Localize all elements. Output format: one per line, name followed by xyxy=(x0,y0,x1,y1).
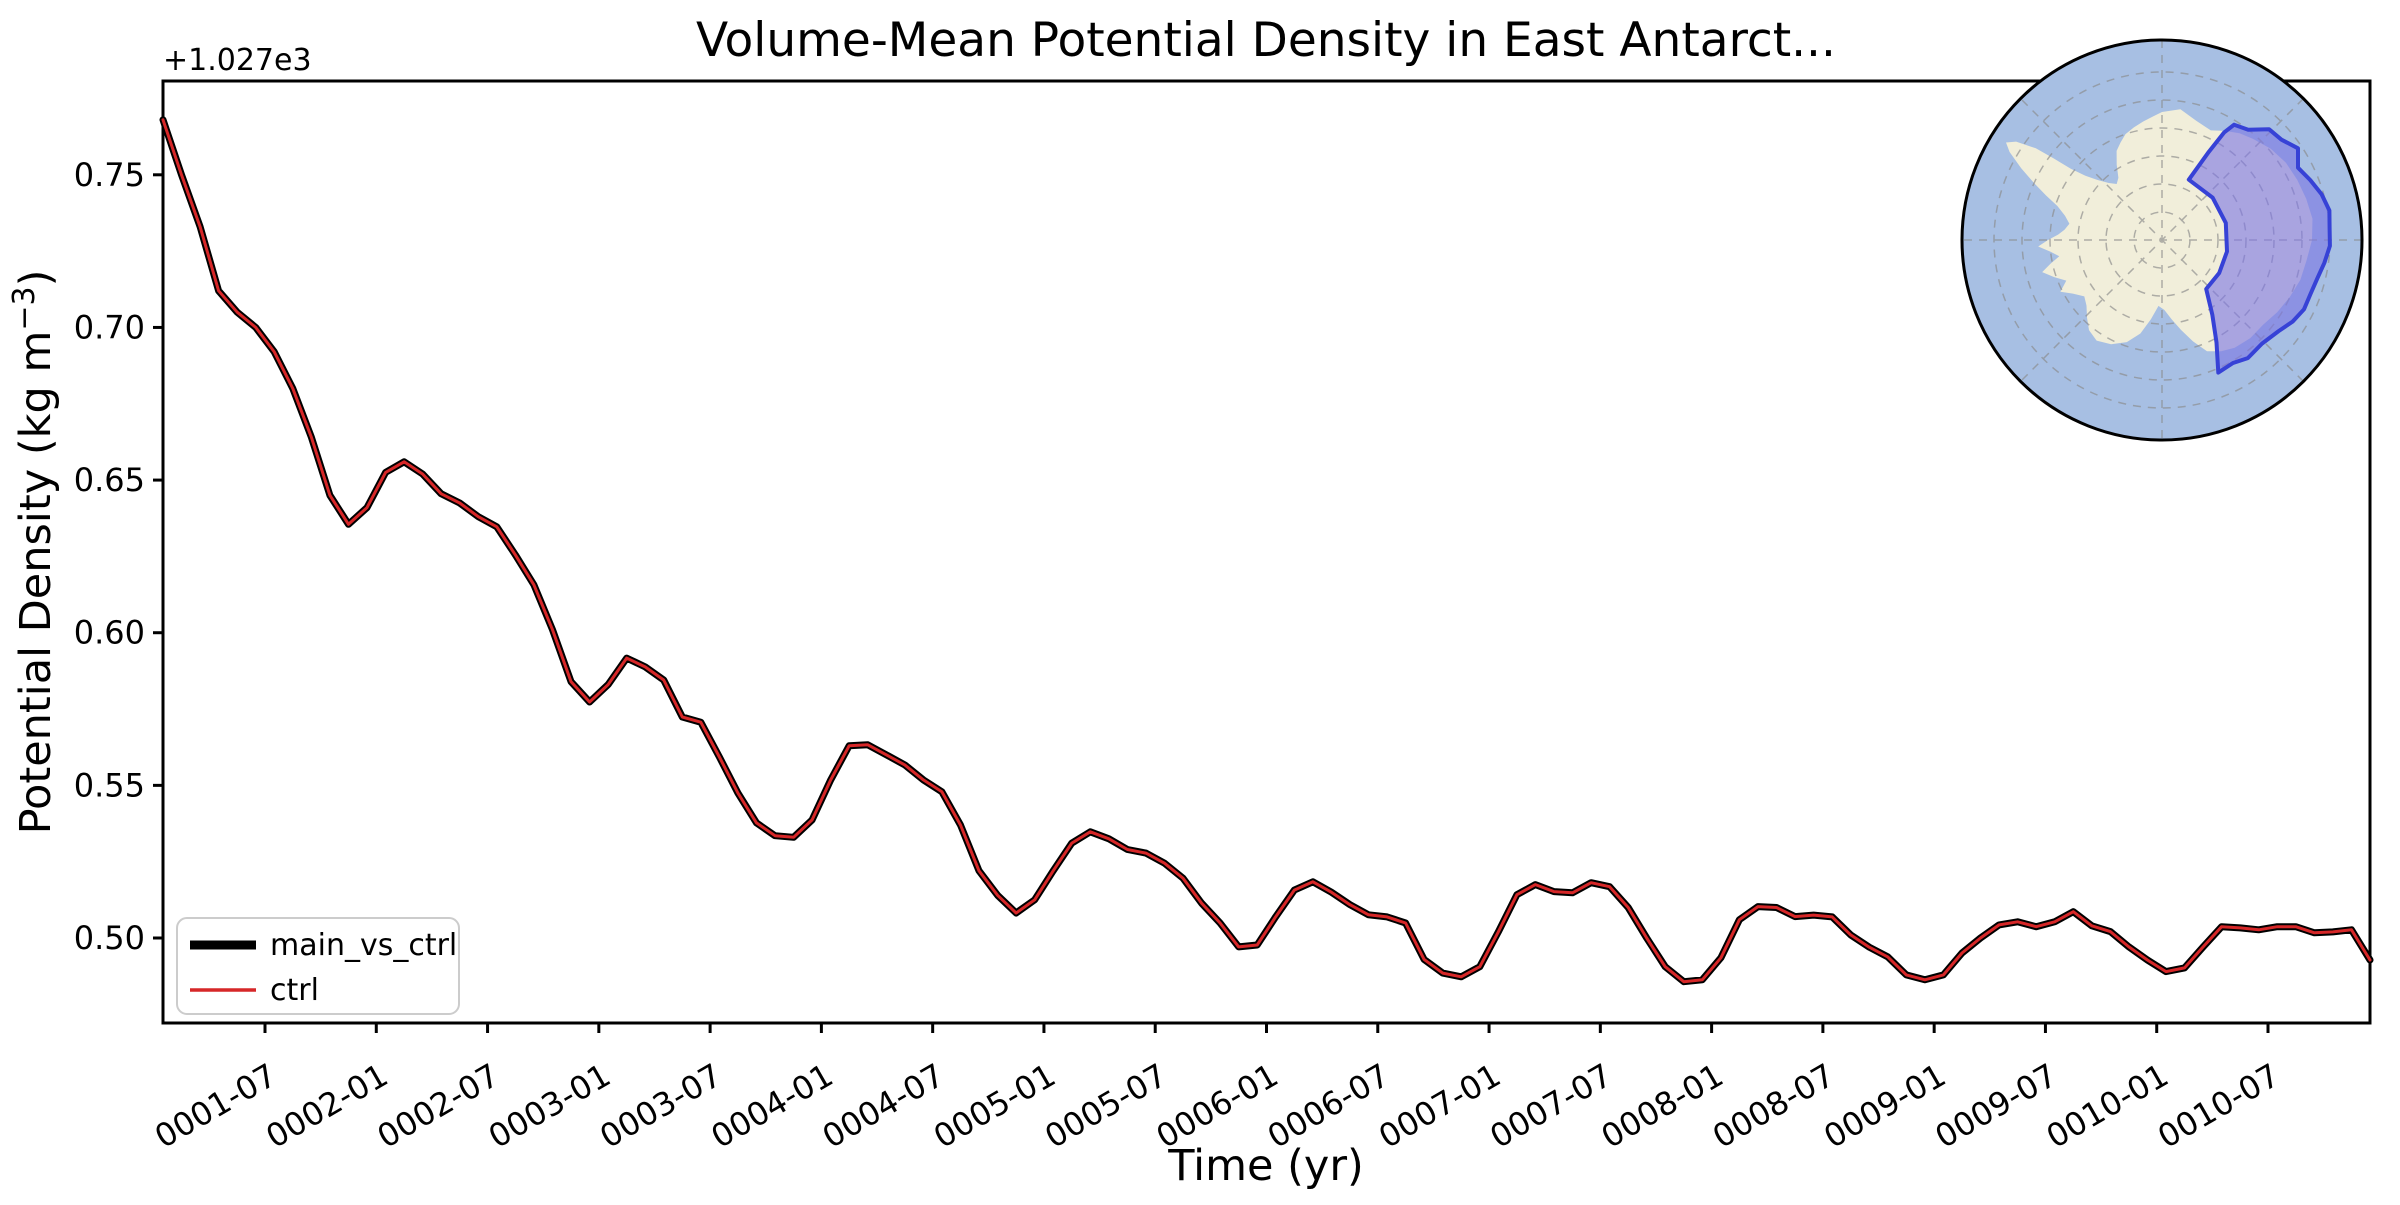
series-lines xyxy=(159,116,2374,986)
legend-label-ctrl: ctrl xyxy=(270,973,319,1008)
y-tick-label: 0.70 xyxy=(74,308,145,346)
map-disk xyxy=(1962,40,2362,440)
y-axis-label-close: ) xyxy=(11,270,61,287)
map-border-circle xyxy=(1960,38,2364,442)
y-axis-ticks: 0.50 0.55 0.60 0.65 0.70 0.75 xyxy=(74,156,163,957)
y-tick-label: 0.75 xyxy=(74,156,145,194)
legend-label-main-vs-ctrl: main_vs_ctrl xyxy=(270,928,457,963)
y-tick-label: 0.60 xyxy=(74,614,145,652)
x-axis-label: Time (yr) xyxy=(1167,1141,1364,1191)
map-highlight-region-east-antarctica xyxy=(2186,122,2332,375)
legend: main_vs_ctrl ctrl xyxy=(176,917,460,1015)
inset-map xyxy=(1960,38,2364,442)
y-tick-label: 0.55 xyxy=(74,766,145,804)
y-tick-label: 0.50 xyxy=(74,919,145,957)
y-axis-label-superscript: −3 xyxy=(7,286,42,330)
y-axis-label-main: Potential Density (kg m xyxy=(11,331,61,835)
map-latitude-circle xyxy=(2105,183,2219,297)
series-line-ctrl xyxy=(161,118,2372,984)
chart-title: Volume-Mean Potential Density in East An… xyxy=(696,13,1836,68)
y-axis-offset-text: +1.027e3 xyxy=(163,43,312,78)
y-axis-label: Potential Density (kg m−3) xyxy=(7,270,61,835)
y-tick-label: 0.65 xyxy=(74,461,145,499)
